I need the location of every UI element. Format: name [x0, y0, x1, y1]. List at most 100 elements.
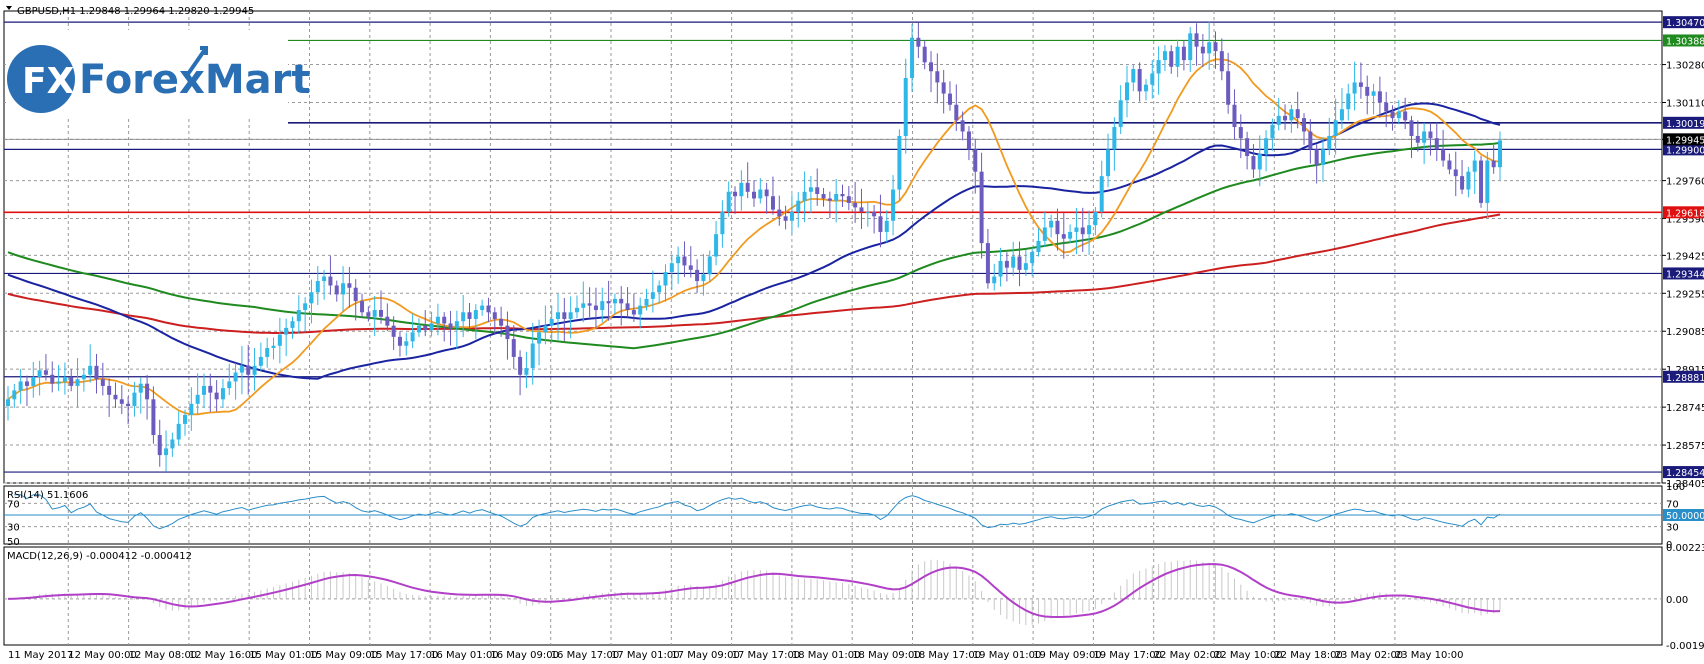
candle-body: [619, 298, 624, 304]
candle-body: [69, 376, 74, 386]
level-tag-label: 1.30470: [1666, 18, 1704, 29]
candle-body: [233, 372, 238, 382]
time-tick-label: 19 May 01:00: [973, 650, 1042, 661]
candle-body: [1030, 252, 1035, 264]
candle-body: [499, 318, 504, 326]
candle-body: [947, 93, 952, 105]
candle-body: [777, 209, 782, 217]
candle-body: [334, 285, 339, 295]
candle-body: [1409, 120, 1414, 136]
level-tag: [1663, 267, 1704, 280]
candle-body: [157, 435, 162, 456]
rsi-tick-label: 100: [1666, 482, 1685, 493]
rsi-tick-label: 0: [1666, 540, 1672, 551]
candle-body: [726, 191, 731, 212]
candle-body: [1460, 176, 1465, 190]
level-tag: [1663, 206, 1704, 219]
candle-body: [75, 379, 80, 386]
candle-body: [1213, 42, 1218, 52]
candle-body: [884, 220, 889, 232]
candle-body: [1498, 140, 1502, 168]
candle-body: [1143, 84, 1148, 92]
candle-body: [201, 385, 206, 395]
candle-body: [404, 341, 409, 346]
candle-body: [391, 325, 396, 337]
candle-body: [1011, 256, 1016, 268]
ma-fast-line: [7, 58, 1501, 416]
candle-body: [176, 423, 181, 440]
time-tick-label: 23 May 10:00: [1395, 650, 1464, 661]
forexmart-logo: FX ForexMart: [6, 30, 310, 116]
candle-body: [941, 82, 946, 94]
candle-body: [891, 189, 896, 221]
time-tick-label: 16 May 17:00: [551, 650, 620, 661]
level-tag: [1663, 466, 1704, 479]
candle-body: [1226, 71, 1231, 105]
candle-body: [1156, 60, 1161, 74]
candle-body: [12, 390, 17, 400]
candle-body: [859, 207, 864, 212]
candle-body: [410, 332, 415, 342]
candle-body: [296, 310, 301, 322]
candle-body: [1403, 111, 1408, 121]
candle-body: [1049, 220, 1054, 228]
candle-body: [290, 321, 295, 328]
candle-body: [853, 202, 858, 208]
candle-body: [347, 283, 352, 288]
candle-body: [745, 182, 750, 192]
candle-body: [669, 263, 674, 273]
candle-body: [1023, 263, 1028, 270]
price-tick-label: 1.29085: [1666, 327, 1704, 338]
candle-body: [1004, 260, 1009, 268]
candle-body: [1162, 51, 1167, 61]
rsi-current-label: 50.0000: [1666, 511, 1704, 522]
logo-arrow-icon: [186, 46, 208, 76]
candle-body: [1181, 46, 1186, 61]
price-tick-label: 1.29590: [1666, 215, 1704, 226]
candle-body: [1074, 227, 1079, 232]
time-tick-label: 23 May 02:00: [1335, 650, 1404, 661]
time-tick-label: 19 May 09:00: [1033, 650, 1102, 661]
candle-body: [657, 285, 662, 293]
candle-body: [865, 211, 870, 213]
time-tick-label: 18 May 09:00: [852, 650, 921, 661]
candle-body: [486, 305, 491, 313]
time-tick-label: 17 May 17:00: [732, 650, 801, 661]
candle-body: [372, 310, 377, 317]
rsi-current-tag: [1663, 509, 1704, 521]
candles: [6, 21, 1502, 472]
candle-body: [1415, 135, 1420, 143]
level-tag-label: 1.29618: [1666, 208, 1704, 219]
candle-body: [1276, 115, 1281, 125]
candle-body: [1087, 225, 1092, 235]
candle-body: [360, 301, 365, 313]
time-tick-label: 15 May 09:00: [310, 650, 379, 661]
candle-body: [979, 171, 984, 244]
rsi-tick-label: 30: [1666, 523, 1679, 534]
ma-mid-line: [7, 102, 1501, 380]
candle-body: [916, 37, 921, 47]
candle-body: [676, 256, 681, 264]
candle-body: [1289, 109, 1294, 121]
candle-body: [1257, 153, 1262, 170]
symbol-info: GBPUSD,H1 1.29848 1.29964 1.29820 1.2994…: [17, 6, 254, 17]
candle-body: [1295, 109, 1300, 119]
candle-body: [663, 272, 668, 286]
candle-body: [1365, 86, 1370, 96]
symbol-dropdown-icon[interactable]: [6, 6, 12, 10]
price-tick-label: 1.30280: [1666, 61, 1704, 72]
candle-body: [467, 312, 472, 319]
candle-body: [1339, 109, 1344, 121]
candle-body: [277, 334, 282, 346]
candle-body: [189, 403, 194, 415]
price-tick-label: 1.29760: [1666, 177, 1704, 188]
candle-body: [429, 323, 434, 331]
candle-body: [574, 307, 579, 313]
horizontal-levels: [4, 21, 1662, 473]
candle-body: [1466, 171, 1471, 190]
candle-body: [897, 135, 902, 190]
candle-body: [227, 381, 232, 389]
rsi-left-label: 30: [7, 523, 20, 534]
